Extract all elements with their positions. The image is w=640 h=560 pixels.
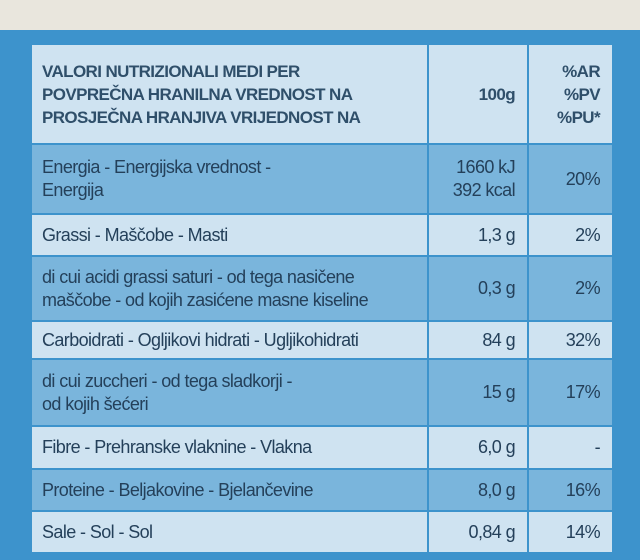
label-text: VALORI NUTRIZIONALI MEDI PER	[42, 61, 300, 81]
percent-text: 32%	[565, 329, 601, 350]
amount-text: 84 g	[482, 329, 515, 350]
percent-cell: -	[529, 427, 612, 468]
percent-text: 20%	[565, 168, 601, 189]
label-cell: Sale - Sol - Sol	[32, 512, 427, 552]
label-cell: Grassi - Maščobe - Masti	[32, 215, 427, 255]
amount-text: 6,0 g	[477, 437, 516, 457]
label-text: Grassi - Maščobe - Masti	[42, 224, 228, 245]
label-text: Sale - Sol - Sol	[42, 521, 153, 542]
label-cell: Fibre - Prehranske vlaknine - Vlakna	[32, 427, 427, 468]
label-text: Proteine - Beljakovine - Bjelančevine	[42, 479, 314, 500]
amount-cell: 84 g	[429, 322, 527, 358]
percent-cell: 20%	[529, 145, 612, 213]
percent-text: %PU*	[557, 107, 601, 127]
percent-text: 14%	[565, 521, 601, 542]
label-text: maščobe - od kojih zasićene masne kiseli…	[42, 289, 369, 310]
amount-text: 1,3 g	[477, 224, 516, 245]
amount-cell: 6,0 g	[429, 427, 527, 468]
amount-text: 15 g	[482, 382, 515, 402]
percent-text: %AR	[562, 61, 600, 81]
amount-cell: 1,3 g	[429, 215, 527, 255]
label-cell: VALORI NUTRIZIONALI MEDI PER POVPREČNA HR…	[32, 45, 427, 143]
amount-cell: 100g	[429, 45, 527, 143]
label-text: di cui zuccheri - od tega sladkorji -	[42, 370, 293, 391]
amount-cell: 8,0 g	[429, 470, 527, 510]
amount-text: 0,84 g	[468, 521, 516, 542]
label-cell: Proteine - Beljakovine - Bjelančevine	[32, 470, 427, 510]
percent-text: -	[594, 437, 601, 457]
percent-text: 2%	[575, 278, 600, 298]
percent-cell: 14%	[529, 512, 612, 552]
amount-text: 100g	[478, 84, 516, 104]
label-text: Fibre - Prehranske vlaknine - Vlakna	[42, 437, 312, 457]
amount-cell: 0,84 g	[429, 512, 527, 552]
percent-text: 17%	[565, 382, 601, 402]
label-text: di cui acidi grassi saturi - od tega nas…	[42, 266, 355, 287]
percent-cell: 2%	[529, 257, 612, 320]
amount-cell: 15 g	[429, 360, 527, 425]
percent-cell: 16%	[529, 470, 612, 510]
amount-text: 1660 kJ	[456, 157, 515, 177]
percent-cell: 2%	[529, 215, 612, 255]
percent-cell: %AR %PV %PU*	[529, 45, 612, 143]
amount-text: 8,0 g	[477, 479, 516, 500]
amount-text: 0,3 g	[477, 278, 516, 298]
percent-cell: 17%	[529, 360, 612, 425]
label-text: Carboidrati - Ogljikovi hidrati - Ugljik…	[42, 329, 359, 350]
percent-text: 2%	[575, 224, 600, 245]
label-text: Energia - Energijska vrednost -	[42, 157, 271, 177]
percent-cell: 32%	[529, 322, 612, 358]
label-text: POVPREČNA HRANILNA VREDNOST NA	[42, 84, 353, 104]
amount-text: 392 kcal	[452, 180, 516, 200]
amount-cell: 0,3 g	[429, 257, 527, 320]
label-text: PROSJEČNA HRANJIVA VRIJEDNOST NA	[42, 107, 361, 127]
label-text: od kojih šećeri	[42, 393, 149, 414]
label-cell: Carboidrati - Ogljikovi hidrati - Ugljik…	[32, 322, 427, 358]
amount-cell: 1660 kJ 392 kcal	[429, 145, 527, 213]
label-text: Energija	[42, 180, 104, 200]
percent-text: 16%	[565, 479, 601, 500]
label-cell: di cui acidi grassi saturi - od tega nas…	[32, 257, 427, 320]
label-cell: di cui zuccheri - od tega sladkorji - od …	[32, 360, 427, 425]
label-cell: Energia - Energijska vrednost - Energija	[32, 145, 427, 213]
percent-text: %PV	[564, 84, 601, 104]
